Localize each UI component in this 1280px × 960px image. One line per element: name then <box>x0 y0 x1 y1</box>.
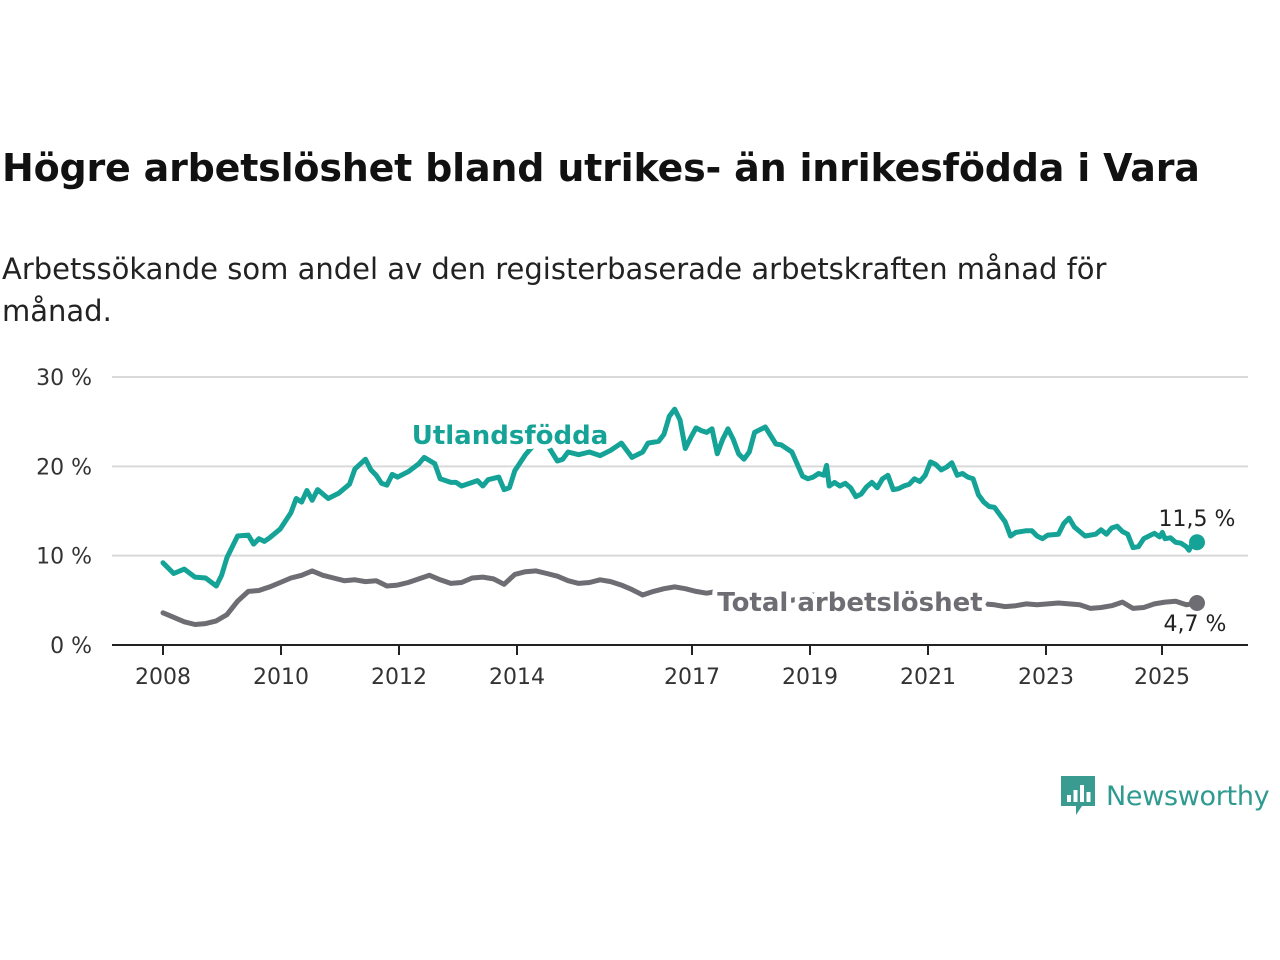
x-tick-label: 2014 <box>489 665 545 690</box>
x-tick-label: 2012 <box>371 665 427 690</box>
end-value-label: 11,5 % <box>1159 507 1236 532</box>
brand-name: Newsworthy <box>1106 780 1270 812</box>
y-tick-label: 10 % <box>36 545 92 570</box>
y-tick-label: 0 % <box>50 634 92 659</box>
end-point-marker <box>1189 534 1205 551</box>
series-line-total <box>160 568 1200 627</box>
x-axis <box>112 644 1248 655</box>
series-lines <box>160 406 1205 627</box>
end-point-marker <box>1189 595 1205 612</box>
y-tick-label: 30 % <box>36 366 92 391</box>
x-tick-label: 2025 <box>1134 665 1190 690</box>
x-tick-label: 2008 <box>135 665 191 690</box>
series-label-utlandsfodda: Utlandsfödda <box>412 421 609 451</box>
x-tick-label: 2017 <box>664 665 720 690</box>
chart-subtitle: Arbetssökande som andel av den registerb… <box>2 252 1107 328</box>
grid-lines <box>112 376 1248 557</box>
labels: 0 % 10 % 20 % 30 % 2008 2010 2012 2014 2017 2019 2… <box>36 366 1235 690</box>
series-label-halo: Utlandsfödda <box>412 421 609 451</box>
series-label-halo: Total arbetslöshet <box>717 588 982 618</box>
x-tick-label: 2019 <box>782 665 838 690</box>
brand: Newsworthy <box>1058 772 1270 820</box>
x-tick-label: 2021 <box>900 665 956 690</box>
y-tick-label: 20 % <box>36 455 92 480</box>
newsworthy-logo-icon <box>1061 776 1095 815</box>
series-line-utlandsfodda <box>160 406 1200 589</box>
x-tick-label: 2023 <box>1018 665 1074 690</box>
series-label-total: Total arbetslöshet <box>717 588 982 618</box>
end-value-label: 4,7 % <box>1164 612 1227 637</box>
chart-title: Högre arbetslöshet bland utrikes- än inr… <box>2 146 1200 190</box>
x-tick-label: 2010 <box>253 665 309 690</box>
